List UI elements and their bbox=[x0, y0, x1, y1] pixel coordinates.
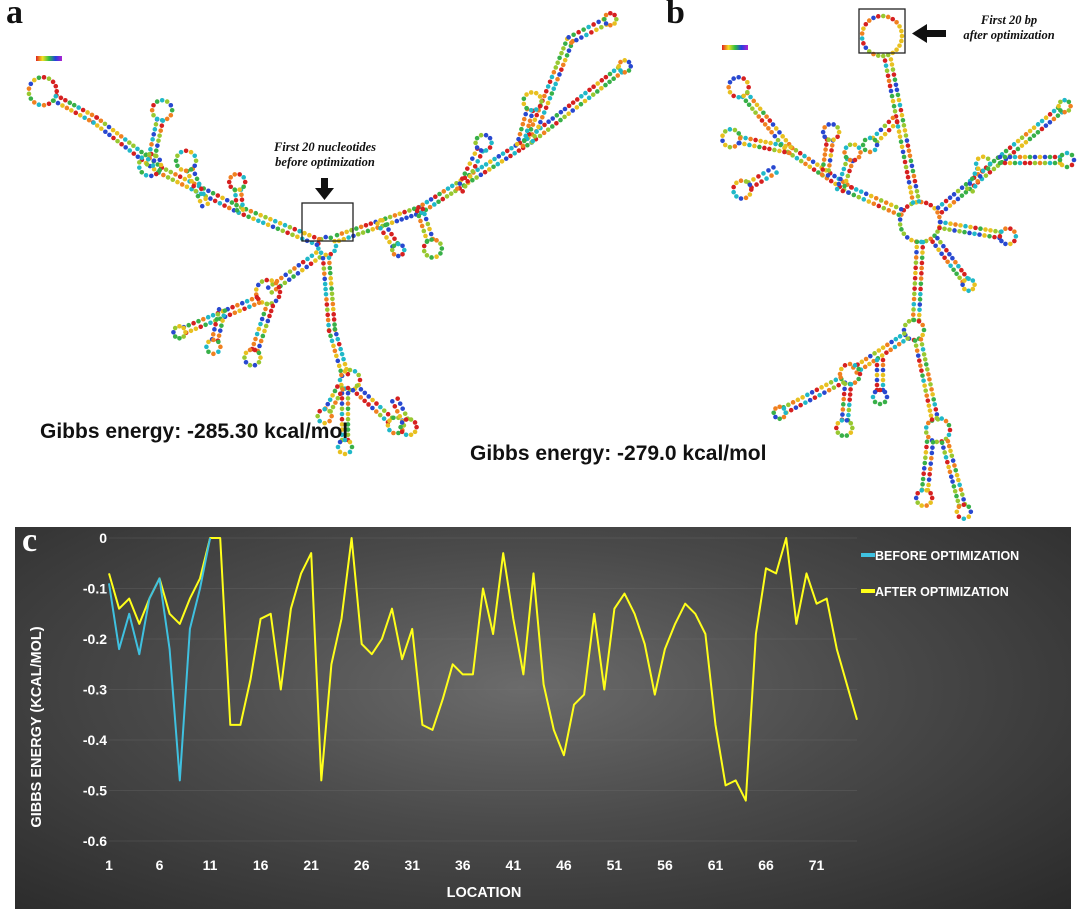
series-line-before bbox=[108, 537, 212, 782]
y-axis-title: GIBBS ENERGY (KCAL/MOL) bbox=[29, 626, 45, 827]
series-line-after bbox=[108, 537, 858, 802]
rna-structures bbox=[26, 8, 1077, 522]
y-tick-label: -0.6 bbox=[83, 833, 107, 849]
chart-panel: 0 -0.1 -0.2 -0.3 -0.4 -0.5 -0.6 1 6 11 16 21 26 31 36… bbox=[15, 527, 1071, 909]
y-tick-label: 0 bbox=[99, 530, 107, 546]
arrow-left-icon bbox=[912, 24, 946, 43]
y-tick-label: -0.1 bbox=[83, 581, 107, 597]
x-axis-title: LOCATION bbox=[447, 885, 522, 901]
x-tick-label: 61 bbox=[708, 857, 724, 873]
gibbs-energy-after: Gibbs energy: -279.0 kcal/mol bbox=[470, 442, 767, 465]
y-tick-label: -0.2 bbox=[83, 631, 107, 647]
x-tick-label: 6 bbox=[156, 857, 164, 873]
callout-after-line2: after optimization bbox=[963, 28, 1055, 42]
highlight-box-b bbox=[858, 8, 906, 54]
x-tick-label: 36 bbox=[455, 857, 471, 873]
x-tick-label: 46 bbox=[556, 857, 572, 873]
rna-structure-after bbox=[720, 13, 1077, 522]
x-tick-label: 21 bbox=[303, 857, 319, 873]
y-tick-label: -0.5 bbox=[83, 783, 107, 799]
x-tick-label: 1 bbox=[105, 857, 113, 873]
panel-label-a: a bbox=[6, 0, 23, 31]
callout-before-line2: before optimization bbox=[275, 155, 375, 169]
x-tick-label: 16 bbox=[253, 857, 269, 873]
panel-label-b: b bbox=[666, 0, 685, 31]
legend-label: AFTER OPTIMIZATION bbox=[875, 585, 1009, 599]
arrow-down-icon bbox=[315, 178, 334, 200]
callout-before: First 20 nucleotides before optimization bbox=[250, 140, 400, 170]
callout-after: First 20 bp after optimization bbox=[944, 13, 1074, 43]
callout-before-line1: First 20 nucleotides bbox=[273, 140, 377, 154]
x-tick-label: 41 bbox=[506, 857, 522, 873]
x-tick-label: 51 bbox=[607, 857, 623, 873]
gibbs-energy-chart: 0-0.1-0.2-0.3-0.4-0.5-0.6 1 6 11 16 21 26 31 36… bbox=[29, 530, 1019, 901]
color-scale-a bbox=[36, 56, 62, 61]
y-tick-label: -0.3 bbox=[83, 682, 107, 698]
x-tick-label: 71 bbox=[809, 857, 825, 873]
x-tick-label: 26 bbox=[354, 857, 370, 873]
rna-structure-before bbox=[26, 10, 634, 457]
y-tick-label: -0.4 bbox=[83, 732, 107, 748]
legend-label: BEFORE OPTIMIZATION bbox=[875, 549, 1019, 563]
x-tick-label: 31 bbox=[404, 857, 420, 873]
color-scale-b bbox=[722, 45, 748, 50]
gibbs-energy-before: Gibbs energy: -285.30 kcal/mol bbox=[40, 420, 349, 443]
x-tick-label: 11 bbox=[203, 857, 218, 873]
highlight-box-a bbox=[301, 202, 354, 242]
x-tick-label: 56 bbox=[657, 857, 673, 873]
callout-after-line1: First 20 bp bbox=[980, 13, 1038, 27]
x-tick-label: 66 bbox=[758, 857, 774, 873]
panel-label-c: c bbox=[22, 522, 38, 559]
